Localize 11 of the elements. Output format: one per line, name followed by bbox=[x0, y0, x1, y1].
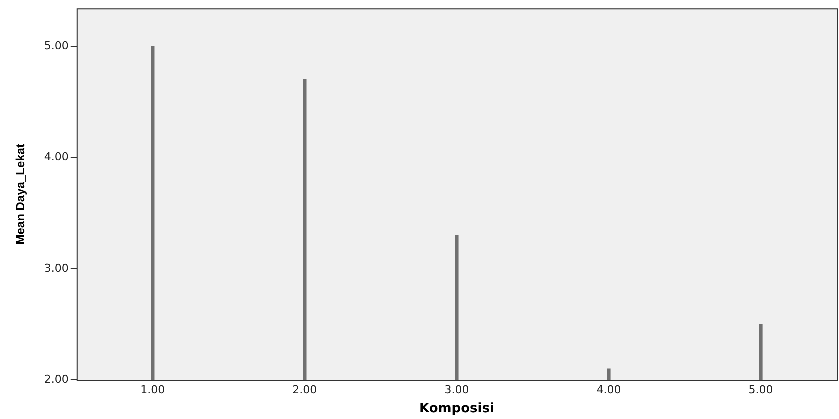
x-tick-label: 4.00 bbox=[596, 384, 622, 397]
x-tick-label: 5.00 bbox=[748, 384, 774, 397]
y-tick-label: 5.00 bbox=[44, 39, 69, 52]
y-tick-label: 4.00 bbox=[44, 150, 69, 164]
y-axis-title: Mean Daya_Lekat bbox=[14, 144, 28, 245]
x-tick-label: 1.00 bbox=[140, 384, 166, 397]
x-tick-label: 3.00 bbox=[444, 384, 470, 397]
y-tick-label: 3.00 bbox=[44, 262, 69, 275]
y-tick-label: 2.00 bbox=[44, 373, 69, 386]
x-axis-title: Komposisi bbox=[419, 402, 494, 417]
x-tick-label: 2.00 bbox=[292, 384, 318, 397]
